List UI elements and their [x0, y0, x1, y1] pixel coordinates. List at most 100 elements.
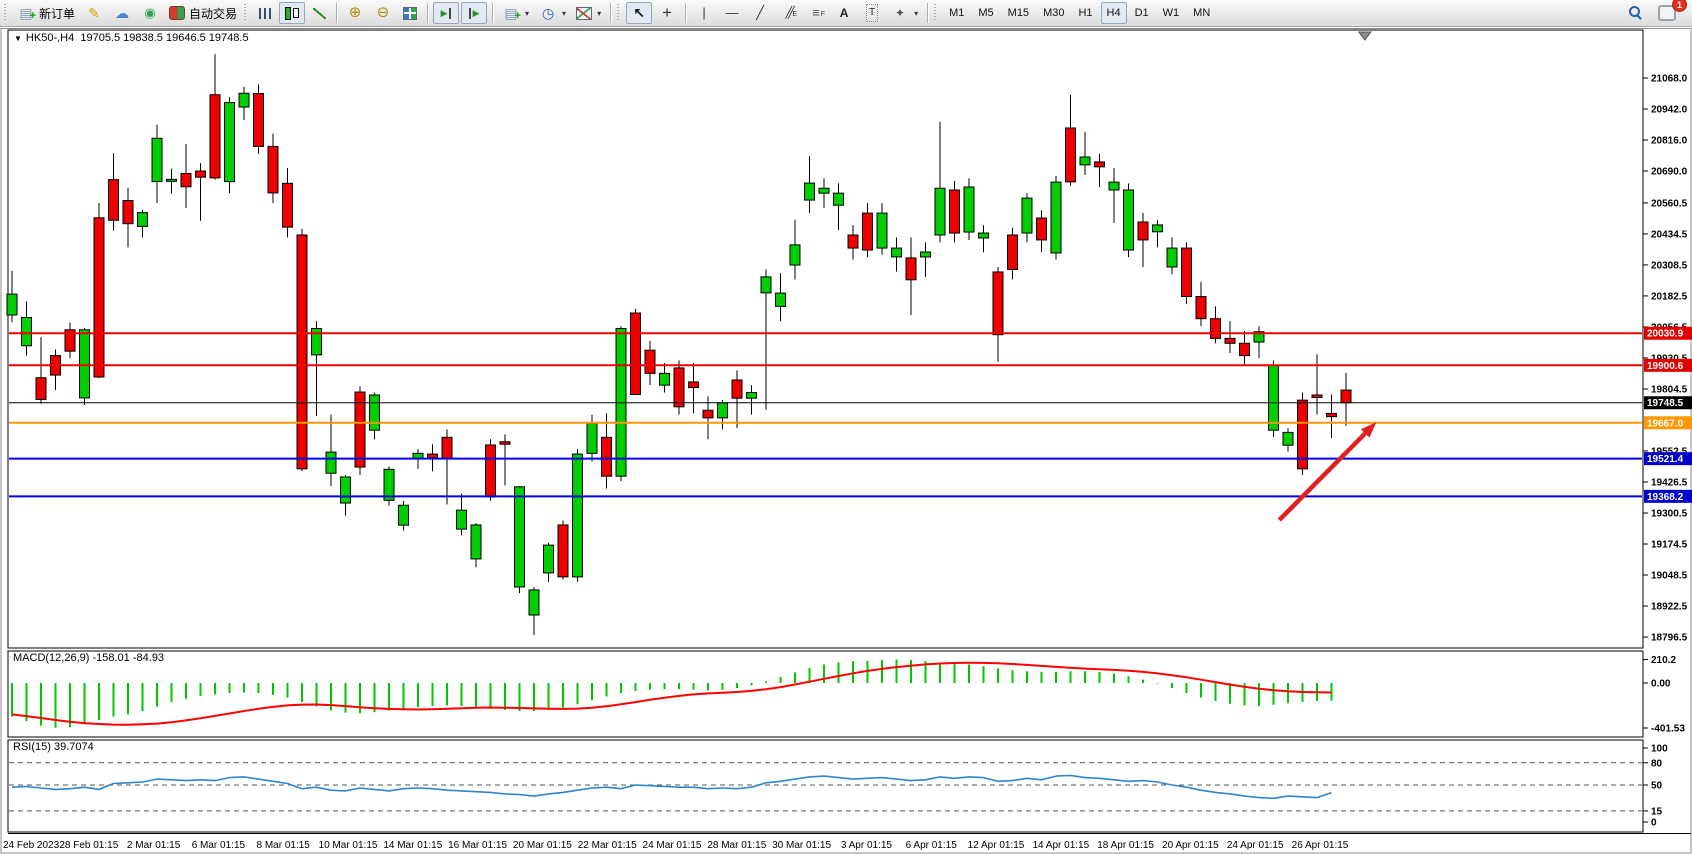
arrows-button[interactable]: ▾: [887, 2, 922, 24]
cursor-icon: [630, 5, 648, 21]
new-order-label: 新订单: [39, 6, 76, 21]
svg-text:19368.2: 19368.2: [1647, 492, 1684, 503]
svg-text:20 Mar 01:15: 20 Mar 01:15: [513, 840, 572, 851]
svg-text:6 Apr 01:15: 6 Apr 01:15: [906, 840, 958, 851]
toolbar-grip: [244, 4, 250, 22]
zoom-in-button[interactable]: [342, 2, 368, 24]
svg-text:20182.5: 20182.5: [1651, 291, 1688, 302]
svg-text:28 Feb 01:15: 28 Feb 01:15: [59, 840, 118, 851]
candles-layer: [6, 54, 1352, 635]
chart-shift-button[interactable]: [461, 2, 488, 24]
line-chart-button[interactable]: [307, 2, 331, 24]
svg-text:10 Mar 01:15: 10 Mar 01:15: [319, 840, 378, 851]
svg-text:12 Apr 01:15: 12 Apr 01:15: [968, 840, 1025, 851]
new-order-icon: [17, 5, 36, 24]
candlestick-icon: [283, 5, 301, 21]
clock-icon: [539, 5, 557, 21]
timeframe-w1[interactable]: W1: [1157, 2, 1186, 24]
cursor-button[interactable]: [626, 2, 653, 24]
svg-text:19900.6: 19900.6: [1647, 361, 1684, 372]
svg-text:100: 100: [1651, 743, 1668, 754]
svg-text:19174.5: 19174.5: [1651, 540, 1688, 551]
svg-text:22 Mar 01:15: 22 Mar 01:15: [578, 840, 637, 851]
zoom-out-button[interactable]: [370, 2, 396, 24]
svg-text:210.2: 210.2: [1651, 655, 1676, 666]
crosshair-button[interactable]: [654, 2, 680, 24]
chart-shift-marker: [1357, 31, 1372, 41]
svg-text:21068.0: 21068.0: [1651, 73, 1688, 84]
svg-text:19300.5: 19300.5: [1651, 509, 1688, 520]
toolbar-grip: [4, 4, 9, 22]
svg-text:26 Apr 01:15: 26 Apr 01:15: [1292, 840, 1349, 851]
equidistant-channel-button[interactable]: [775, 2, 801, 24]
auto-scroll-button[interactable]: [433, 2, 460, 24]
svg-text:15: 15: [1651, 806, 1663, 817]
candlestick-button[interactable]: [279, 2, 306, 24]
fibonacci-button[interactable]: [803, 2, 829, 24]
toolbar-separator: [336, 3, 338, 23]
timeframe-h1[interactable]: H1: [1072, 2, 1098, 24]
vertical-line-button[interactable]: [691, 2, 717, 24]
autotrade-button[interactable]: 自动交易: [165, 2, 241, 24]
arrows-icon: [891, 5, 909, 21]
svg-text:18 Apr 01:15: 18 Apr 01:15: [1097, 840, 1154, 851]
horizontal-line-button[interactable]: [719, 2, 745, 24]
svg-text:6 Mar 01:15: 6 Mar 01:15: [192, 840, 246, 851]
timeframe-h4[interactable]: H4: [1100, 2, 1127, 24]
svg-text:20 Apr 01:15: 20 Apr 01:15: [1162, 840, 1219, 851]
autotrade-label: 自动交易: [189, 6, 238, 21]
text-label-icon: [863, 5, 881, 21]
svg-text:19048.5: 19048.5: [1651, 571, 1688, 582]
toolbar: 新订单 自动交易 ▾ ▾: [0, 0, 1692, 27]
community-icon: [113, 5, 131, 21]
text-label-button[interactable]: [859, 2, 885, 24]
trendline-button[interactable]: [747, 2, 773, 24]
text-button[interactable]: [831, 2, 857, 24]
date-axis: 24 Feb 2023 28 Feb 01:15 2 Mar 01:15 6 Mar …: [3, 840, 1349, 851]
timeframe-m30[interactable]: M30: [1037, 2, 1070, 24]
horizontal-line-icon: [723, 5, 741, 21]
svg-text:20030.9: 20030.9: [1647, 329, 1684, 340]
search-icon: [1627, 5, 1643, 21]
bar-chart-button[interactable]: [253, 2, 277, 24]
svg-text:2 Mar 01:15: 2 Mar 01:15: [127, 840, 181, 851]
community-button[interactable]: [109, 2, 135, 24]
line-chart-icon: [312, 7, 326, 19]
timeframe-m15[interactable]: M15: [1002, 2, 1035, 24]
rsi-layer: 100 80 50 150: [9, 743, 1668, 829]
new-order-button[interactable]: 新订单: [13, 2, 79, 25]
profiles-button[interactable]: ▾: [535, 2, 570, 24]
tile-windows-button[interactable]: [398, 2, 422, 24]
timeframe-m5[interactable]: M5: [972, 2, 999, 24]
new-chart-button[interactable]: ▾: [498, 2, 533, 24]
chevron-down-icon: ▾: [597, 8, 602, 18]
signals-button[interactable]: [137, 2, 163, 24]
toolbar-separator: [927, 3, 929, 23]
svg-text:14 Apr 01:15: 14 Apr 01:15: [1032, 840, 1089, 851]
chevron-down-icon: ▾: [562, 8, 567, 18]
crayon-button[interactable]: [81, 2, 107, 24]
bar-chart-icon: [258, 7, 272, 19]
chat-button[interactable]: 1: [1654, 0, 1687, 24]
tile-windows-icon: [403, 6, 418, 20]
toolbar-grip: [617, 4, 623, 22]
toolbar-separator: [492, 3, 494, 23]
timeframe-mn[interactable]: MN: [1187, 2, 1216, 24]
svg-text:0.00: 0.00: [1651, 679, 1671, 690]
chat-icon: [1658, 5, 1676, 21]
svg-text:16 Mar 01:15: 16 Mar 01:15: [448, 840, 507, 851]
timeframe-d1[interactable]: D1: [1129, 2, 1155, 24]
search-button[interactable]: [1623, 2, 1647, 24]
svg-text:20560.5: 20560.5: [1651, 198, 1688, 209]
vertical-line-icon: [695, 5, 713, 21]
svg-text:8 Mar 01:15: 8 Mar 01:15: [257, 840, 311, 851]
new-chart-icon: [502, 5, 521, 24]
indicators-button[interactable]: ▾: [572, 2, 605, 24]
timeframe-m1[interactable]: M1: [943, 2, 970, 24]
notification-badge: 1: [1672, 0, 1687, 12]
text-icon: [835, 5, 853, 21]
svg-text:50: 50: [1651, 781, 1663, 792]
svg-text:19748.5: 19748.5: [1647, 398, 1684, 409]
svg-text:0: 0: [1651, 818, 1657, 829]
